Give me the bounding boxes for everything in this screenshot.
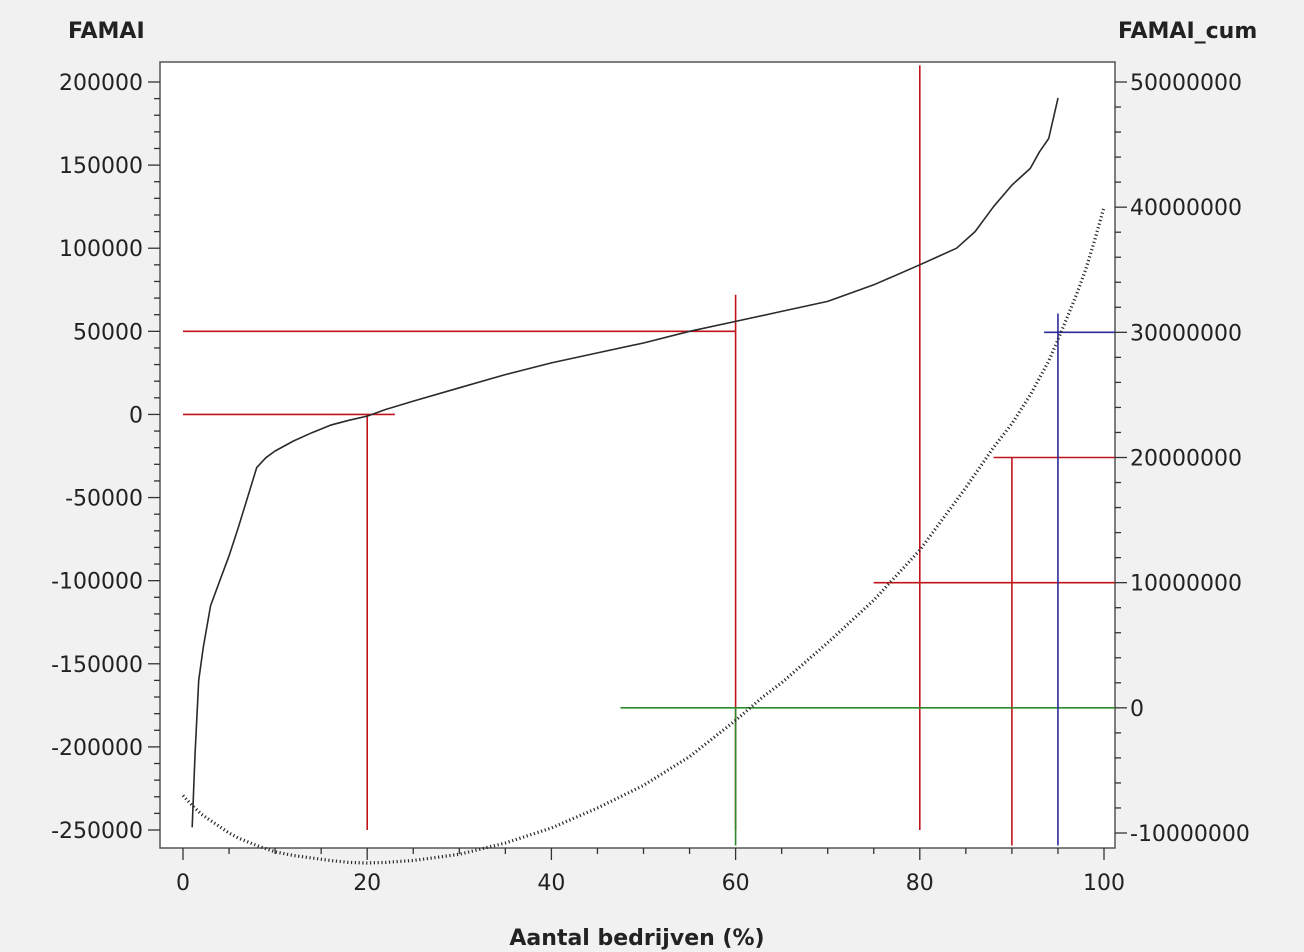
y-left-tick-label-3: 50000: [73, 320, 143, 345]
x-tick-label-60: 60: [722, 871, 750, 896]
series-layer: [181, 97, 1106, 865]
y-right-tick-label-0: 50000000: [1130, 71, 1242, 96]
y-left-tick-label-6: -100000: [51, 570, 143, 595]
reference-lines: [183, 65, 1115, 846]
x-tick-label-20: 20: [353, 871, 381, 896]
y-left-tick-label-4: 0: [129, 403, 143, 428]
y-right-tick-label-2: 30000000: [1130, 321, 1242, 346]
right-axis-title: FAMAI_cum: [1118, 19, 1257, 44]
x-axis-title: Aantal bedrijven (%): [509, 926, 764, 951]
y-right-tick-label-5: 0: [1130, 697, 1144, 722]
y-right-tick-label-1: 40000000: [1130, 196, 1242, 221]
series-1-line: [191, 97, 1059, 828]
y-left-tick-label-1: 150000: [59, 154, 143, 179]
y-left-tick-label-9: -250000: [51, 819, 143, 844]
series-2-line: [181, 206, 1106, 865]
y-left-tick-label-8: -200000: [51, 736, 143, 761]
y-right-tick-label-6: -10000000: [1130, 822, 1250, 847]
y-right-tick-label-4: 10000000: [1130, 572, 1242, 597]
y-left-tick-label-7: -150000: [51, 653, 143, 678]
x-tick-label-100: 100: [1083, 871, 1125, 896]
left-axis-title: FAMAI: [68, 19, 145, 44]
y-left-tick-label-2: 100000: [59, 237, 143, 262]
x-tick-label-80: 80: [906, 871, 934, 896]
axes-layer: 0 20 40 60 80 100 200000 150000 100000 50000 0 -500…: [51, 71, 1250, 896]
x-tick-label-40: 40: [537, 871, 565, 896]
plot-area: [159, 61, 1116, 849]
y-left-tick-label-0: 200000: [59, 71, 143, 96]
y-left-tick-label-5: -50000: [65, 487, 143, 512]
x-tick-label-0: 0: [176, 871, 190, 896]
y-right-tick-label-3: 20000000: [1130, 447, 1242, 472]
